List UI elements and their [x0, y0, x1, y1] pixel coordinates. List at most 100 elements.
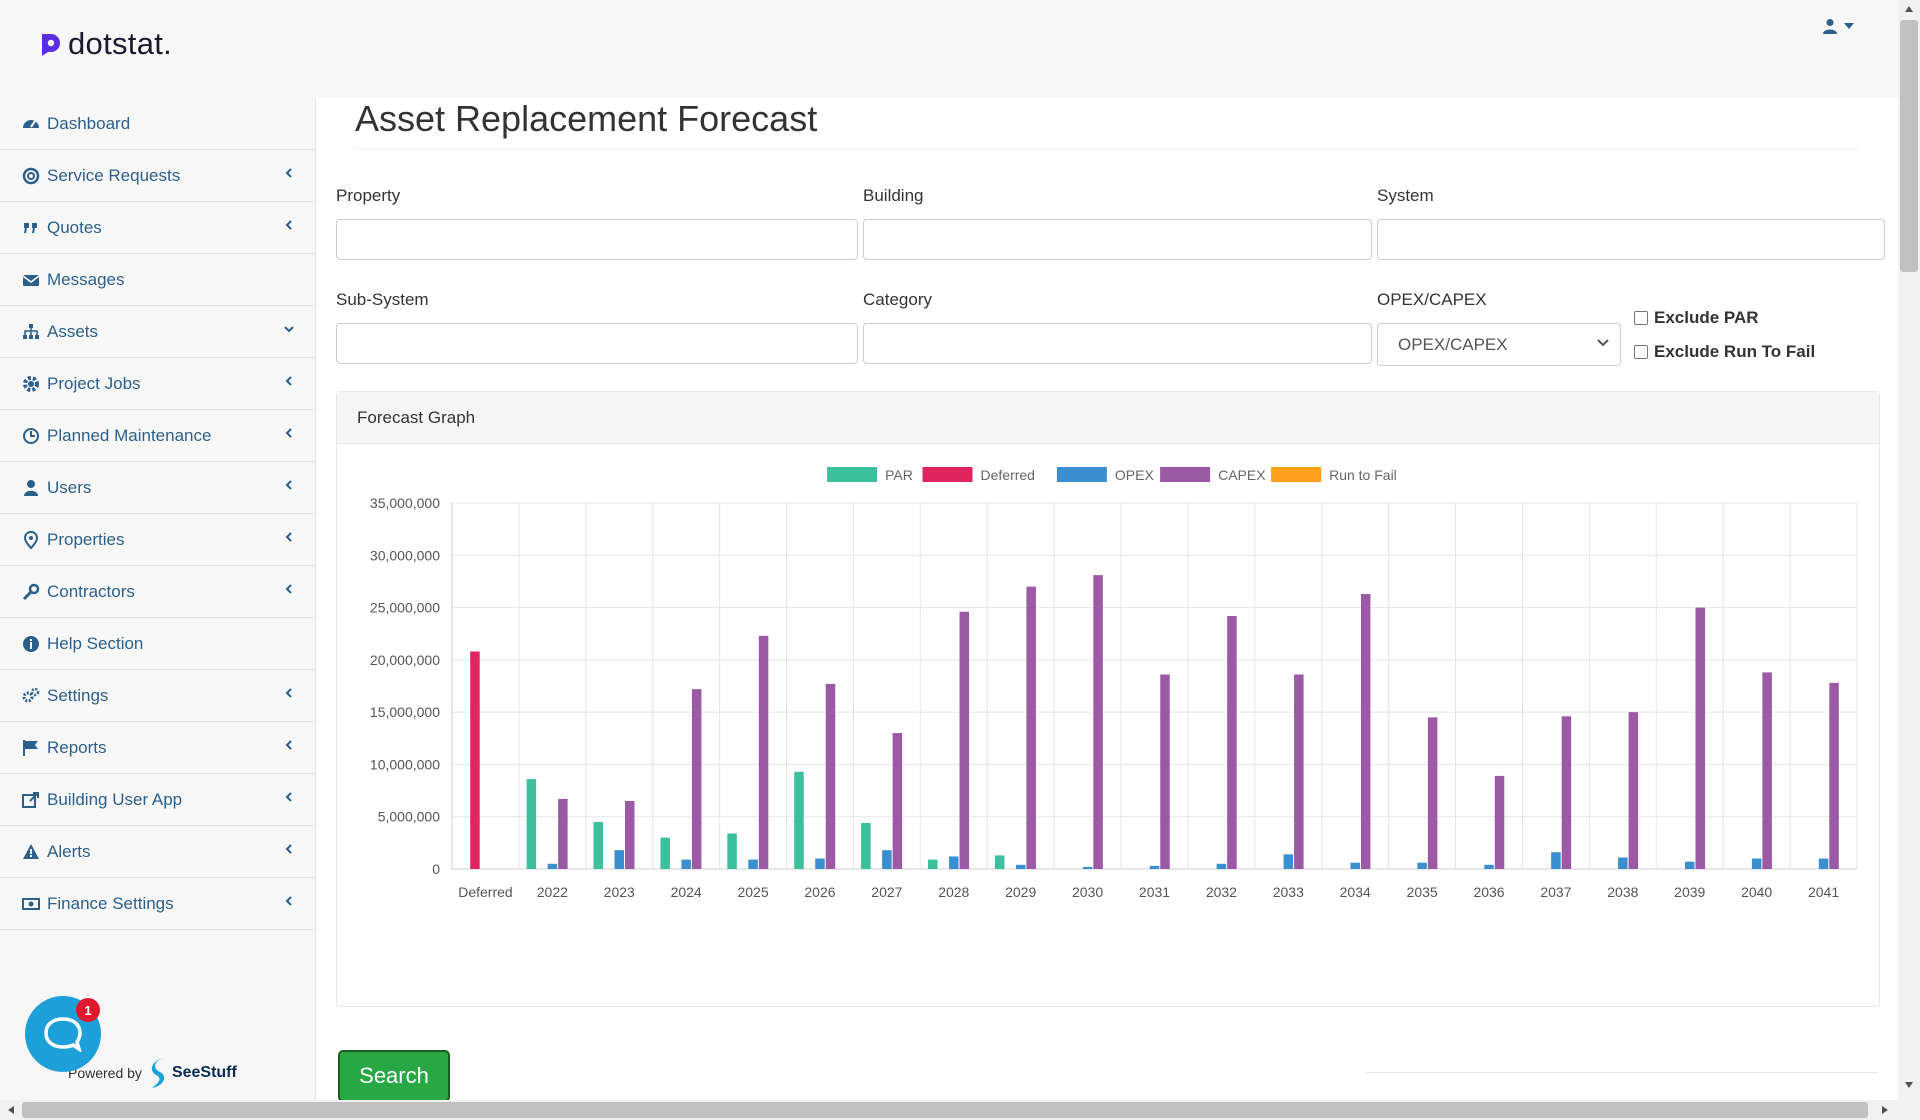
chevron-left-icon[interactable] — [283, 375, 295, 387]
legend-swatch-opex — [1056, 467, 1107, 482]
chevron-down-icon[interactable] — [283, 323, 295, 335]
app-name: dotstat. — [68, 26, 173, 61]
page-title: Asset Replacement Forecast — [355, 98, 818, 139]
sidebar-item-reports[interactable]: Reports — [0, 722, 315, 774]
x-tick-label: 2025 — [737, 884, 768, 900]
sidebar-item-help-section[interactable]: Help Section — [0, 618, 315, 670]
system-field[interactable] — [1377, 219, 1885, 260]
system-label: System — [1377, 186, 1434, 205]
x-tick-label: 2022 — [537, 884, 568, 900]
bar-opex — [1015, 864, 1026, 869]
chevron-left-icon[interactable] — [283, 479, 295, 491]
bar-capex — [1427, 717, 1438, 869]
scroll-right-arrow-icon[interactable] — [1880, 1105, 1890, 1115]
sidebar-item-label: Reports — [47, 737, 107, 757]
powered-by: Powered by SeeStuff — [68, 1056, 237, 1090]
sidebar-item-dashboard[interactable]: Dashboard — [0, 98, 315, 150]
bar-opex — [547, 863, 558, 869]
bar-capex — [1360, 593, 1371, 869]
subsystem-field[interactable] — [336, 323, 858, 364]
sidebar-item-quotes[interactable]: Quotes — [0, 202, 315, 254]
chevron-left-icon[interactable] — [283, 219, 295, 231]
sidebar-item-project-jobs[interactable]: Project Jobs — [0, 358, 315, 410]
search-button[interactable]: Search — [338, 1050, 450, 1102]
exclude-run-to-fail-checkbox[interactable] — [1634, 345, 1648, 359]
chevron-left-icon[interactable] — [283, 739, 295, 751]
gears-icon — [21, 687, 41, 705]
bar-opex — [1082, 866, 1093, 869]
x-tick-label: 2026 — [804, 884, 835, 900]
x-tick-label: 2035 — [1407, 884, 1438, 900]
forecast-chart: 0 5,000,000 10,000,000 15,000,000 20,000,000… — [370, 467, 1858, 900]
warning-icon — [21, 843, 41, 861]
sidebar-item-service-requests[interactable]: Service Requests — [0, 150, 315, 202]
sidebar-item-users[interactable]: Users — [0, 462, 315, 514]
sidebar-item-assets[interactable]: Assets — [0, 306, 315, 358]
x-tick-label: 2030 — [1072, 884, 1103, 900]
bar-capex — [825, 683, 836, 869]
chevron-left-icon[interactable] — [283, 167, 295, 179]
bar-opex — [882, 850, 892, 869]
y-tick-label: 35,000,000 — [370, 495, 440, 511]
chevron-left-icon[interactable] — [283, 895, 295, 907]
sidebar-item-finance-settings[interactable]: Finance Settings — [0, 878, 315, 930]
scroll-up-arrow-icon[interactable] — [1904, 4, 1914, 14]
user-menu[interactable] — [1822, 18, 1854, 34]
sidebar-item-building-user-app[interactable]: Building User App — [0, 774, 315, 826]
scroll-down-arrow-icon[interactable] — [1904, 1080, 1914, 1090]
sidebar-item-properties[interactable]: Properties — [0, 514, 315, 566]
user-icon — [1823, 19, 1837, 34]
vertical-scrollbar[interactable] — [1898, 0, 1920, 1100]
dotstat-logo-icon — [42, 34, 60, 56]
chevron-left-icon[interactable] — [283, 427, 295, 439]
x-tick-label: 2033 — [1273, 884, 1304, 900]
exclude-par-label: Exclude PAR — [1654, 308, 1759, 327]
opex-capex-select[interactable]: OPEX/CAPEX — [1377, 323, 1621, 366]
chevron-left-icon[interactable] — [283, 791, 295, 803]
bar-opex — [1216, 863, 1227, 869]
user-icon — [21, 479, 41, 497]
sidebar-item-alerts[interactable]: Alerts — [0, 826, 315, 878]
building-field[interactable] — [863, 219, 1372, 260]
bar-opex — [748, 859, 758, 869]
quote-icon — [21, 219, 41, 237]
exclude-par-option[interactable]: Exclude PAR — [1634, 308, 1759, 328]
sidebar-item-label: Assets — [47, 321, 99, 341]
exclude-par-checkbox[interactable] — [1634, 311, 1648, 325]
scroll-left-arrow-icon[interactable] — [6, 1105, 16, 1115]
sidebar-item-contractors[interactable]: Contractors — [0, 566, 315, 618]
property-field[interactable] — [336, 219, 858, 260]
forecast-graph-header: Forecast Graph — [337, 392, 1879, 444]
sidebar-item-planned-maintenance[interactable]: Planned Maintenance — [0, 410, 315, 462]
bar-opex — [1417, 862, 1427, 869]
chevron-left-icon[interactable] — [283, 687, 295, 699]
seestuff-logo[interactable]: SeeStuff — [148, 1056, 237, 1090]
vertical-scrollbar-thumb[interactable] — [1900, 20, 1918, 272]
bar-opex — [1149, 865, 1160, 869]
bar-capex — [1294, 674, 1304, 869]
chevron-left-icon[interactable] — [283, 843, 295, 855]
category-field[interactable] — [863, 323, 1372, 364]
legend-swatch-deferred — [922, 467, 973, 482]
sidebar-item-messages[interactable]: Messages — [0, 254, 315, 306]
x-tick-label: 2027 — [871, 884, 902, 900]
chevron-left-icon[interactable] — [283, 583, 295, 595]
x-tick-label: 2036 — [1473, 884, 1504, 900]
dashboard-icon — [21, 115, 41, 133]
bar-capex — [892, 733, 903, 869]
sidebar-item-settings[interactable]: Settings — [0, 670, 315, 722]
bar-opex — [815, 858, 825, 869]
info-icon — [21, 635, 41, 653]
envelope-icon — [21, 271, 41, 289]
sidebar-item-label: Planned Maintenance — [47, 425, 212, 445]
bar-opex — [681, 859, 691, 869]
bar-capex — [625, 801, 635, 869]
gear-icon — [21, 375, 41, 393]
horizontal-scrollbar-thumb[interactable] — [22, 1102, 1868, 1118]
forecast-graph-panel: Forecast Graph 0 5,000,000 10,000,000 15,00… — [336, 391, 1880, 1007]
sidebar-item-label: Project Jobs — [47, 373, 141, 393]
chevron-left-icon[interactable] — [283, 531, 295, 543]
app-logo[interactable]: dotstat. — [40, 26, 172, 62]
exclude-run-to-fail-option[interactable]: Exclude Run To Fail — [1634, 342, 1815, 362]
bar-par — [994, 855, 1005, 869]
